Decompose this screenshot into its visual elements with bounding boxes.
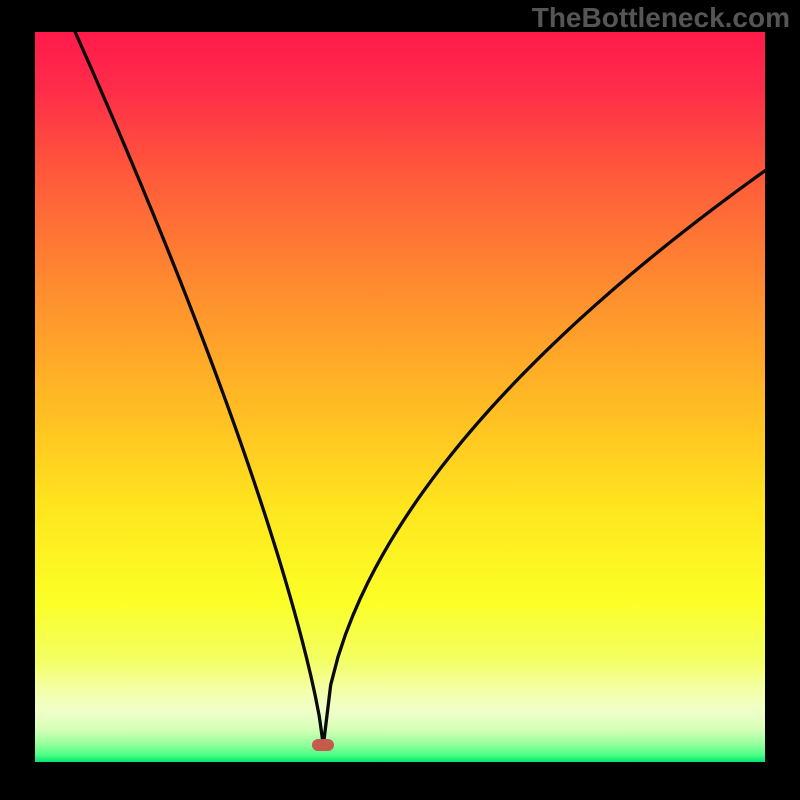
curve-path <box>75 32 765 745</box>
optimal-point-marker <box>312 739 334 751</box>
chart-canvas: TheBottleneck.com <box>0 0 800 800</box>
bottleneck-curve <box>35 32 765 762</box>
plot-area <box>35 32 765 762</box>
watermark-text: TheBottleneck.com <box>532 2 790 34</box>
